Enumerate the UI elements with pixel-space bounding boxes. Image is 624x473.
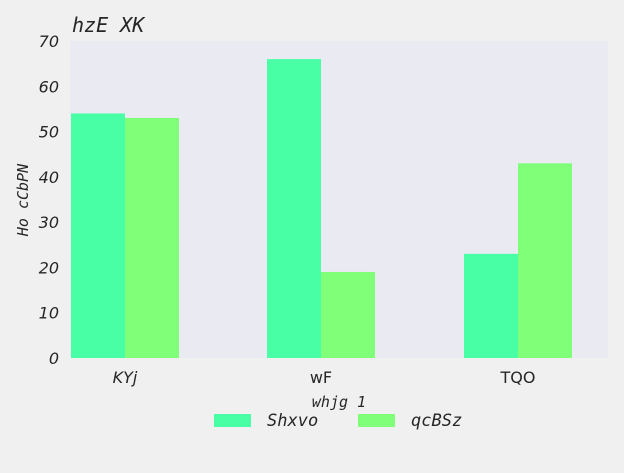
chart-title: hzE XK (72, 13, 146, 37)
y-tick-label: 40 (39, 168, 59, 187)
x-tick-label-wF: wF (310, 368, 332, 387)
y-tick-label: 70 (39, 32, 59, 51)
y-tick-label: 10 (39, 304, 59, 323)
legend-swatch-Shxvo (214, 414, 251, 427)
y-tick-label: 60 (39, 77, 59, 96)
y-axis-label: Ho cCbPN (14, 163, 32, 237)
bar-qcBSz-KYj (125, 117, 179, 358)
y-tick-label: 30 (39, 213, 59, 232)
legend-swatch-qcBSz (358, 414, 395, 427)
y-tick-label: 20 (39, 258, 59, 277)
y-ticks-group: 0 10 20 30 40 50 60 70 (39, 32, 59, 368)
bars-group (71, 59, 572, 358)
legend: Shxvo qcBSz (214, 411, 462, 431)
x-tick-label-TQO: TQO (500, 368, 536, 387)
x-tick-label-KYj: KYj (113, 368, 138, 387)
bar-qcBSz-wF (321, 271, 375, 358)
bar-qcBSz-TQO (518, 163, 572, 358)
x-ticks-group: KYj wF TQO (113, 368, 536, 387)
bar-Shxvo-KYj (71, 113, 125, 358)
x-axis-label: whjg 1 (312, 393, 366, 411)
y-tick-label: 0 (49, 349, 59, 368)
legend-label-Shxvo: Shxvo (267, 411, 318, 431)
bar-Shxvo-wF (267, 59, 321, 358)
legend-label-qcBSz: qcBSz (411, 411, 462, 431)
y-tick-label: 50 (39, 123, 59, 142)
bar-Shxvo-TQO (464, 253, 518, 358)
